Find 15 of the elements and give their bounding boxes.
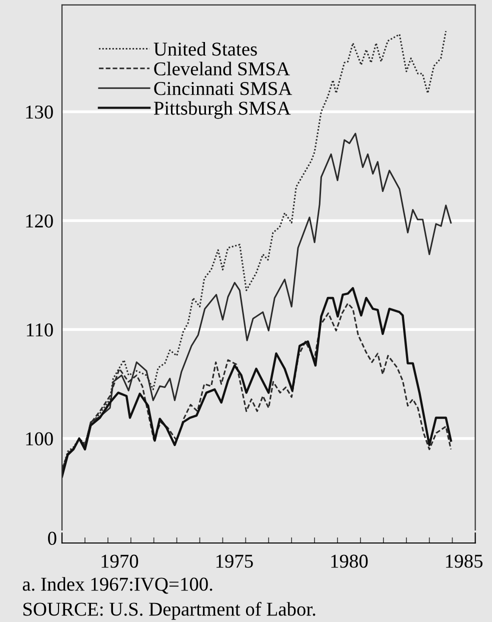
legend-label: United States (154, 42, 257, 56)
x-tick-label: 1970 (102, 554, 138, 568)
text: a. Index 1967:IVQ=100. (22, 577, 212, 594)
text: 0 (48, 532, 56, 545)
y-tick-label: 110 (26, 323, 53, 336)
legend-label: Cleveland SMSA (154, 62, 290, 76)
source-note: SOURCE: U.S. Department of Labor. (23, 602, 316, 620)
y-tick-label: 120 (26, 214, 53, 228)
legend-label: Pittsburgh SMSA (154, 101, 291, 119)
legend-label: Cincinnati SMSA (154, 82, 292, 96)
y-tick-label: 100 (26, 432, 53, 446)
x-tick-label: 1985 (446, 554, 482, 568)
x-tick-label: 1975 (216, 554, 253, 568)
x-tick-label: 1980 (331, 554, 368, 568)
y-tick-label: 130 (26, 106, 53, 119)
